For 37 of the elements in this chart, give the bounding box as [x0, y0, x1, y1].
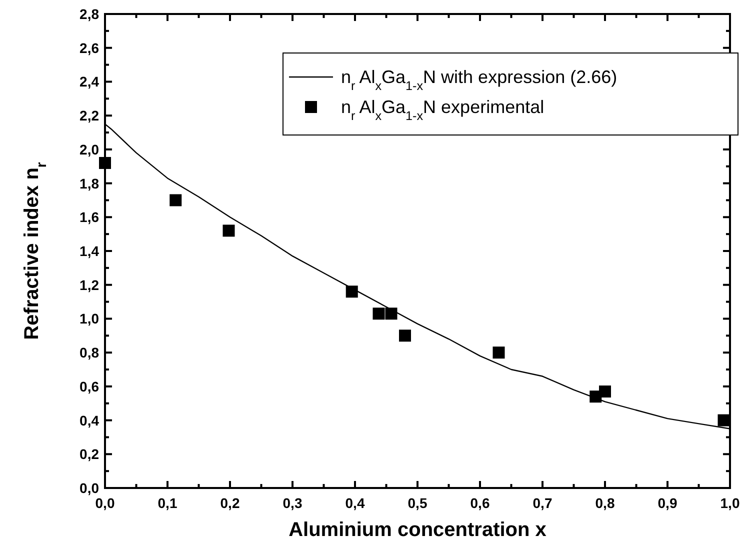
- y-tick-label: 0,6: [80, 378, 100, 394]
- x-tick-label: 1,0: [720, 495, 740, 511]
- y-tick-label: 0,4: [80, 412, 100, 428]
- y-tick-label: 1,8: [80, 175, 100, 192]
- y-tick-label: 2,2: [80, 108, 100, 124]
- x-tick-label: 0,3: [282, 495, 302, 511]
- x-tick-label: 0,4: [345, 495, 365, 511]
- y-tick-label: 0,2: [80, 446, 100, 462]
- x-tick-label: 0,1: [158, 495, 178, 511]
- point: [372, 308, 385, 320]
- legend-label: n$_{r}$ Al$_{x}$Ga$_{1-x}$N experimental: [341, 97, 544, 123]
- point: [385, 308, 398, 320]
- y-tick-label: 2,6: [80, 40, 100, 56]
- point: [346, 286, 358, 298]
- y-tick-label: 0,0: [80, 480, 100, 496]
- y-tick-label: 2,0: [80, 141, 100, 158]
- x-tick-label: 0,9: [658, 495, 678, 511]
- x-axis-title: Aluminium concentration x: [288, 519, 546, 541]
- x-tick-label: 0,8: [595, 495, 615, 511]
- point: [599, 386, 611, 398]
- x-tick-label: 0,6: [470, 495, 490, 511]
- point: [222, 224, 235, 237]
- legend-label: n$_{r}$ Al$_{x}$Ga$_{1-x}$N with expression (2.66): [341, 67, 618, 93]
- y-tick-label: 1,4: [80, 243, 100, 259]
- point: [170, 194, 182, 206]
- x-tick-label: 0,7: [532, 495, 552, 511]
- y-tick-label: 1,0: [80, 310, 100, 327]
- y-tick-label: 1,2: [80, 276, 100, 293]
- y-tick-label: 2,4: [80, 74, 100, 90]
- point: [492, 346, 505, 359]
- y-tick-label: 0,8: [80, 344, 100, 361]
- x-tick-label: 0,0: [95, 495, 115, 511]
- x-tick-label: 0,5: [408, 495, 428, 511]
- point: [399, 330, 411, 342]
- y-tick-label: 1,6: [80, 209, 100, 226]
- x-tick-label: 0,2: [220, 495, 240, 511]
- y-tick-label: 2,8: [80, 6, 100, 22]
